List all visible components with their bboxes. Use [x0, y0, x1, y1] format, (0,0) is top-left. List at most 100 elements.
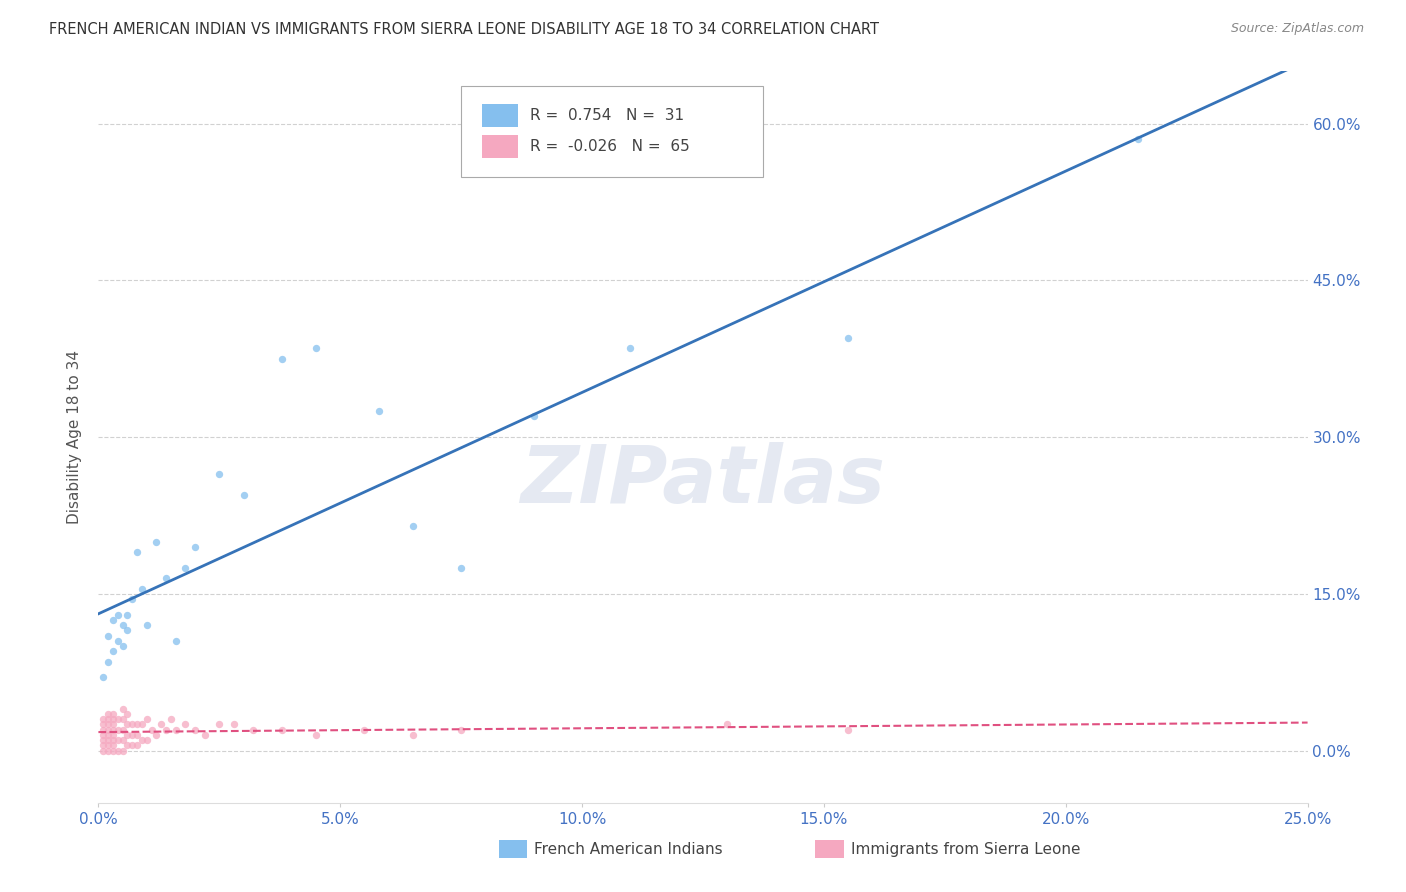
Point — [174, 717, 197, 731]
Point — [368, 404, 391, 418]
Point — [402, 728, 425, 742]
Point — [107, 723, 129, 737]
Point — [208, 467, 231, 481]
Point — [101, 613, 124, 627]
Point — [111, 733, 134, 747]
Point — [97, 717, 120, 731]
Point — [111, 702, 134, 716]
Point — [117, 739, 139, 753]
Point — [97, 629, 120, 643]
Point — [117, 624, 139, 638]
Point — [837, 723, 859, 737]
Point — [91, 717, 114, 731]
Point — [353, 723, 375, 737]
Point — [232, 487, 254, 501]
Point — [271, 351, 294, 366]
Text: Immigrants from Sierra Leone: Immigrants from Sierra Leone — [851, 842, 1080, 856]
Point — [127, 739, 149, 753]
Point — [523, 409, 546, 424]
Text: Source: ZipAtlas.com: Source: ZipAtlas.com — [1230, 22, 1364, 36]
Point — [837, 331, 859, 345]
Point — [97, 706, 120, 721]
Point — [107, 733, 129, 747]
Point — [145, 728, 167, 742]
Point — [619, 341, 641, 355]
Point — [97, 655, 120, 669]
Point — [121, 717, 143, 731]
Text: ZIPatlas: ZIPatlas — [520, 442, 886, 520]
Point — [117, 728, 139, 742]
Point — [101, 717, 124, 731]
Point — [111, 712, 134, 726]
Point — [91, 712, 114, 726]
Point — [101, 743, 124, 757]
Point — [145, 534, 167, 549]
Point — [97, 739, 120, 753]
Point — [131, 717, 153, 731]
Point — [271, 723, 294, 737]
Point — [97, 733, 120, 747]
Point — [402, 519, 425, 533]
Point — [91, 723, 114, 737]
Point — [155, 571, 177, 585]
Point — [121, 739, 143, 753]
Point — [107, 633, 129, 648]
Point — [117, 706, 139, 721]
Point — [91, 739, 114, 753]
Point — [127, 728, 149, 742]
Text: French American Indians: French American Indians — [534, 842, 723, 856]
Point — [101, 723, 124, 737]
Point — [101, 728, 124, 742]
Point — [135, 733, 157, 747]
Point — [131, 582, 153, 596]
Point — [450, 560, 472, 574]
Point — [111, 743, 134, 757]
Y-axis label: Disability Age 18 to 34: Disability Age 18 to 34 — [67, 350, 83, 524]
FancyBboxPatch shape — [482, 135, 517, 159]
Point — [97, 728, 120, 742]
Point — [165, 633, 187, 648]
Point — [208, 717, 231, 731]
Point — [450, 723, 472, 737]
FancyBboxPatch shape — [461, 86, 763, 178]
Point — [97, 743, 120, 757]
Text: FRENCH AMERICAN INDIAN VS IMMIGRANTS FROM SIERRA LEONE DISABILITY AGE 18 TO 34 C: FRENCH AMERICAN INDIAN VS IMMIGRANTS FRO… — [49, 22, 879, 37]
Point — [101, 712, 124, 726]
Point — [91, 728, 114, 742]
Point — [155, 723, 177, 737]
Point — [117, 607, 139, 622]
Point — [150, 717, 173, 731]
Point — [127, 717, 149, 731]
Point — [184, 723, 207, 737]
Point — [111, 618, 134, 632]
FancyBboxPatch shape — [482, 103, 517, 127]
Text: R =  -0.026   N =  65: R = -0.026 N = 65 — [530, 139, 690, 154]
Point — [121, 728, 143, 742]
Point — [222, 717, 245, 731]
Text: R =  0.754   N =  31: R = 0.754 N = 31 — [530, 108, 685, 123]
Point — [107, 712, 129, 726]
Point — [117, 717, 139, 731]
Point — [127, 545, 149, 559]
Point — [97, 723, 120, 737]
Point — [121, 592, 143, 607]
Point — [111, 723, 134, 737]
Point — [716, 717, 738, 731]
Point — [160, 712, 183, 726]
Point — [111, 639, 134, 653]
Point — [242, 723, 264, 737]
Point — [174, 560, 197, 574]
Point — [135, 712, 157, 726]
Point — [165, 723, 187, 737]
Point — [107, 607, 129, 622]
Point — [141, 723, 163, 737]
Point — [305, 341, 328, 355]
Point — [97, 712, 120, 726]
Point — [91, 743, 114, 757]
Point — [1128, 132, 1150, 146]
Point — [184, 540, 207, 554]
Point — [91, 670, 114, 684]
Point — [305, 728, 328, 742]
Point — [91, 733, 114, 747]
Point — [135, 618, 157, 632]
